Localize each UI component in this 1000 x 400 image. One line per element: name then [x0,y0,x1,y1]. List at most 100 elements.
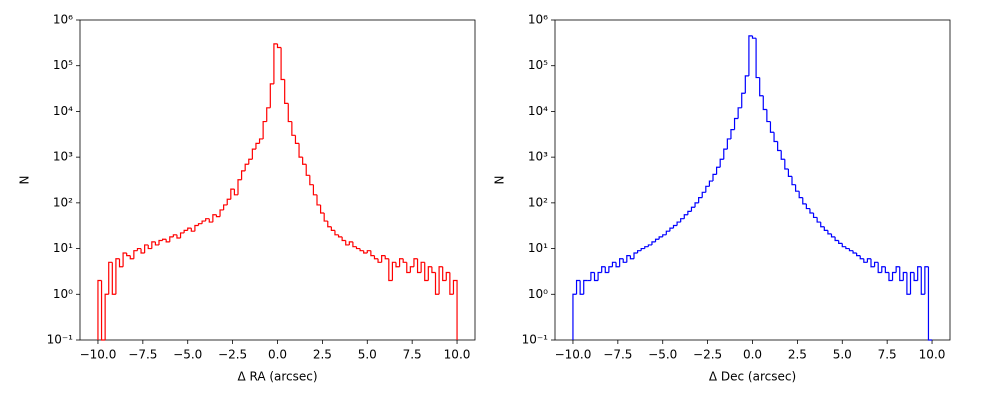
histogram-bin [172,234,177,237]
y-tick-label: 10⁴ [528,104,548,118]
x-tick-label: −7.5 [128,348,157,362]
histogram-bin [690,206,696,212]
histogram-bin [798,191,803,199]
histogram-bin [769,121,775,133]
histogram-bin [154,241,159,246]
histogram-bin [787,169,792,177]
histogram-bin [579,280,584,295]
y-tick-label: 10⁶ [528,13,548,27]
histogram-bin [730,129,735,139]
histogram-bin [809,208,814,214]
histogram-bin [615,262,620,268]
histogram-bin [812,212,818,219]
histogram-bin [233,189,238,196]
histogram-bin [687,210,692,215]
histogram-bin [705,185,710,193]
histogram-bin [877,262,882,274]
histogram-bin [327,221,332,228]
histogram-bin [341,236,346,242]
histogram-bin [913,272,918,282]
x-tick-label: 5.0 [833,348,852,362]
histogram-bin [640,247,645,251]
histogram-bin [108,261,113,295]
histogram-bin [197,223,203,226]
histogram-bin [816,217,821,223]
histogram-bin [629,255,634,260]
histogram-bin [838,240,843,244]
histogram-bin [834,236,839,242]
histogram-bin [895,266,900,273]
histogram-bin [420,261,425,273]
histogram-bin [165,239,170,243]
histogram-bin [111,262,116,295]
histogram-bin [302,157,307,165]
histogram-bin [802,197,807,205]
histogram-bin [280,47,285,81]
histogram-bin [759,77,764,97]
histogram-bin [845,246,850,250]
x-tick-label: −10.0 [80,348,117,362]
histogram-bin [701,191,706,198]
histogram-bin [169,236,174,242]
histogram-bin [658,236,663,240]
histogram-bin [158,239,163,245]
histogram-bin [129,255,134,260]
y-tick-label: 10⁻¹ [522,333,549,347]
histogram-bin [665,230,670,235]
histogram-bin [680,218,685,223]
histogram-bin [258,138,264,144]
histogram-bin [248,158,253,165]
histogram-bin [438,266,443,295]
histogram-bin [205,218,210,222]
y-tick-label: 10⁻¹ [47,333,74,347]
histogram-bin [784,159,789,170]
y-tick-label: 10² [528,195,548,209]
x-tick-label: 0.0 [268,348,287,362]
histogram-bin [395,262,400,268]
histogram-bin [237,179,242,195]
x-tick-label: −5.0 [648,348,677,362]
histogram-bin [669,227,674,232]
histogram-bin [449,272,454,295]
y-tick-label: 10¹ [53,241,73,255]
histogram-bin [780,150,785,160]
histogram-bin [866,258,871,263]
histogram-bin [644,246,649,249]
histogram-bin [726,138,731,150]
histogram-bin [445,271,450,281]
histogram-bin [115,258,120,295]
histogram-bin [183,229,188,233]
histogram-bin [647,244,652,247]
histogram-bin [583,279,588,295]
y-axis-label: N [493,176,507,185]
histogram-bin [416,258,422,274]
histogram-bin [604,266,609,274]
histogram-bin [633,252,638,259]
histogram-bin [712,173,717,182]
histogram-bin [820,222,825,228]
histogram-bin [873,261,879,267]
histogram-bin [924,266,929,295]
histogram-bin [215,214,221,218]
histogram-bin [334,230,339,236]
histogram-bin [723,148,728,160]
histogram-bin [827,230,832,235]
histogram-bin [266,107,271,122]
histogram-bin [442,266,447,282]
histogram-bin [626,255,631,263]
histogram-bin [284,79,289,104]
histogram-bin [794,184,800,192]
y-tick-label: 10⁵ [528,58,548,72]
histogram-bin [906,272,911,295]
histogram-bin [151,241,156,249]
y-tick-label: 10² [53,195,73,209]
histogram-bin [287,103,292,123]
histogram-bin [212,214,217,223]
histogram-bin [147,244,152,250]
histogram-bin [398,258,404,267]
histogram-bin [733,117,739,130]
histogram-bin [348,241,353,245]
x-tick-label: 7.5 [403,348,422,362]
histogram-bin [909,271,915,295]
histogram-bin [273,43,278,84]
